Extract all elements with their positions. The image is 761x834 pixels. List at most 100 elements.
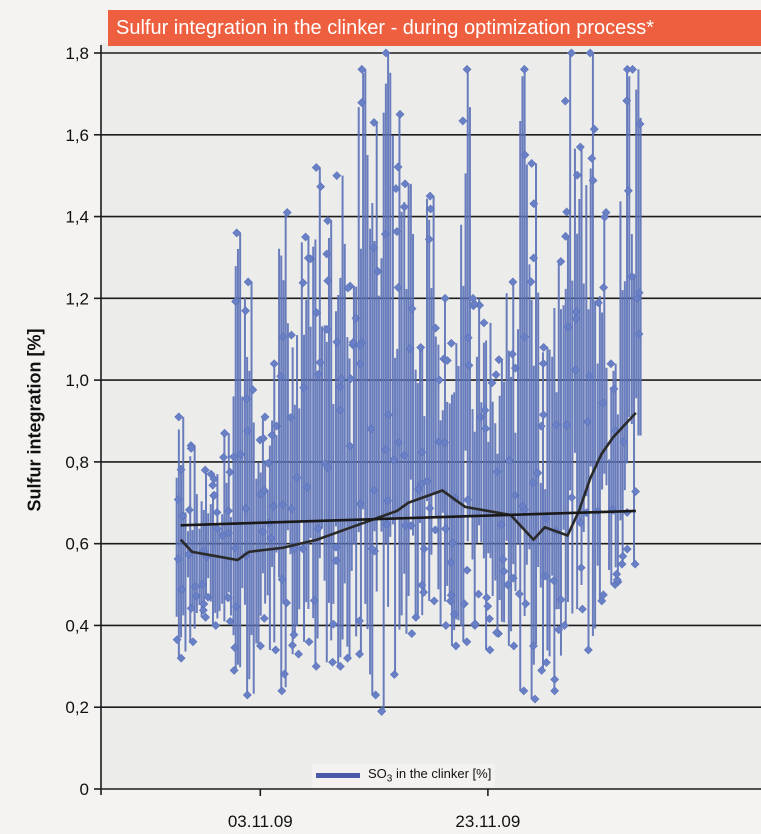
so3-marker bbox=[619, 437, 629, 447]
so3-marker bbox=[200, 465, 210, 475]
so3-marker bbox=[440, 293, 450, 303]
so3-marker bbox=[223, 593, 233, 603]
so3-marker bbox=[552, 420, 561, 430]
so3-marker bbox=[267, 430, 277, 440]
so3-marker bbox=[242, 690, 252, 700]
so3-marker bbox=[289, 630, 299, 640]
so3-marker bbox=[446, 590, 456, 600]
so3-marker bbox=[259, 613, 269, 623]
y-tick-label: 1,4 bbox=[65, 208, 89, 227]
so3-marker bbox=[389, 455, 399, 465]
so3-marker bbox=[563, 322, 573, 332]
legend-swatch bbox=[316, 772, 360, 778]
so3-marker bbox=[407, 304, 417, 314]
so3-marker bbox=[462, 565, 472, 575]
so3-marker bbox=[286, 413, 296, 422]
chart-title: Sulfur integration in the clinker - duri… bbox=[116, 17, 655, 39]
so3-marker bbox=[348, 338, 358, 347]
so3-marker bbox=[623, 186, 633, 196]
so3-marker bbox=[282, 598, 291, 608]
so3-marker bbox=[492, 467, 502, 477]
so3-marker bbox=[612, 575, 622, 585]
so3-marker bbox=[575, 142, 585, 152]
so3-marker bbox=[258, 527, 268, 537]
so3-marker bbox=[242, 394, 252, 404]
so3-marker bbox=[241, 306, 250, 316]
so3-marker bbox=[337, 374, 346, 384]
so3-marker bbox=[399, 450, 409, 460]
so3-marker bbox=[343, 653, 352, 663]
so3-marker bbox=[411, 612, 421, 622]
so3-marker bbox=[230, 643, 240, 653]
so3-marker bbox=[491, 370, 501, 380]
so3-marker bbox=[357, 64, 367, 74]
so3-marker bbox=[332, 171, 342, 181]
so3-marker bbox=[462, 64, 472, 74]
so3-marker bbox=[550, 675, 560, 684]
so3-marker bbox=[266, 533, 276, 543]
so3-marker bbox=[599, 283, 609, 292]
so3-marker bbox=[313, 524, 323, 533]
so3-marker bbox=[470, 299, 479, 309]
x-tick-label: 03.11.09 bbox=[228, 812, 293, 831]
so3-marker bbox=[369, 118, 379, 127]
legend: SO3 in the clinker [%] bbox=[312, 764, 496, 787]
so3-marker bbox=[529, 253, 539, 263]
so3-marker bbox=[458, 116, 468, 126]
y-tick-label: 1,8 bbox=[65, 44, 89, 63]
so3-marker bbox=[463, 333, 473, 343]
so3-marker bbox=[507, 349, 517, 359]
so3-marker bbox=[425, 503, 435, 513]
so3-marker bbox=[508, 573, 518, 583]
so3-marker bbox=[355, 616, 364, 626]
so3-marker bbox=[485, 645, 495, 655]
so3-marker bbox=[514, 589, 524, 599]
so3-marker bbox=[382, 520, 391, 529]
so3-marker bbox=[446, 558, 456, 567]
so3-marker bbox=[567, 493, 577, 502]
so3-marker bbox=[224, 506, 233, 516]
so3-marker bbox=[492, 628, 502, 638]
so3-marker bbox=[498, 554, 508, 564]
so3-marker bbox=[231, 297, 241, 306]
so3-marker bbox=[494, 355, 504, 365]
so3-marker bbox=[371, 690, 381, 700]
so3-marker bbox=[186, 603, 196, 613]
so3-marker bbox=[413, 484, 423, 494]
so3-marker bbox=[442, 356, 452, 365]
so3-marker bbox=[188, 637, 198, 647]
so3-marker bbox=[346, 374, 356, 384]
so3-marker bbox=[499, 566, 509, 576]
so3-marker bbox=[367, 544, 377, 554]
so3-marker bbox=[487, 378, 497, 388]
so3-marker bbox=[292, 473, 302, 483]
so3-marker bbox=[208, 480, 218, 490]
so3-marker bbox=[383, 496, 393, 506]
so3-marker bbox=[316, 182, 326, 192]
so3-marker bbox=[541, 658, 551, 667]
so3-marker bbox=[219, 452, 228, 462]
so3-marker bbox=[521, 599, 531, 609]
so3-marker bbox=[299, 383, 309, 393]
so3-marker bbox=[441, 621, 451, 630]
so3-marker bbox=[323, 276, 333, 286]
so3-marker bbox=[177, 585, 187, 594]
so3-marker bbox=[335, 382, 345, 392]
so3-marker bbox=[258, 433, 268, 443]
so3-marker bbox=[416, 342, 426, 352]
so3-marker bbox=[419, 587, 428, 597]
so3-marker bbox=[389, 670, 399, 679]
so3-marker bbox=[355, 340, 365, 350]
so3-marker bbox=[286, 330, 296, 340]
so3-marker bbox=[190, 582, 200, 592]
so3-marker bbox=[278, 500, 288, 510]
so3-marker bbox=[220, 428, 229, 438]
so3-marker bbox=[462, 637, 472, 647]
so3-marker bbox=[519, 686, 529, 696]
so3-marker bbox=[576, 563, 586, 573]
so3-marker bbox=[280, 669, 289, 679]
so3-marker bbox=[588, 176, 598, 185]
y-axis-label: Sulfur integration [%] bbox=[24, 328, 45, 512]
